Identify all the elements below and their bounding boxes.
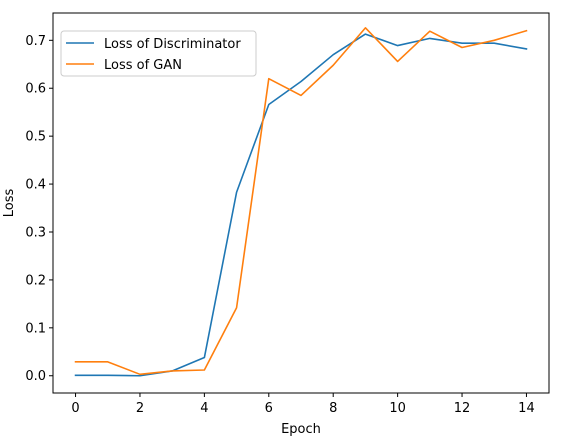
y-tick-label: 0.7 [25, 34, 46, 49]
x-tick-label: 6 [265, 401, 273, 416]
x-tick-label: 14 [518, 401, 535, 416]
y-axis-label: Loss [2, 189, 17, 218]
axes-frame [52, 12, 550, 394]
y-axis: 0.0 0.1 0.2 0.3 0.4 0.5 0.6 0.7 [25, 34, 53, 384]
x-tick-label: 8 [329, 401, 337, 416]
x-axis-label: Epoch [281, 422, 321, 437]
legend-label-gan: Loss of GAN [104, 58, 182, 73]
legend: Loss of Discriminator Loss of GAN [60, 30, 257, 77]
x-tick-label: 2 [136, 401, 144, 416]
plot-area [74, 27, 528, 377]
legend-label-discriminator: Loss of Discriminator [104, 37, 241, 52]
x-tick-label: 0 [71, 401, 79, 416]
y-tick-label: 0.3 [25, 225, 46, 240]
series-line-0 [74, 33, 528, 377]
y-tick-label: 0.4 [25, 178, 46, 193]
x-tick-label: 10 [389, 401, 406, 416]
legend-box [60, 30, 257, 77]
y-tick-label: 0.2 [25, 273, 46, 288]
y-tick-label: 0.6 [25, 82, 46, 97]
x-axis: 0 2 4 6 8 10 12 14 [71, 393, 535, 416]
series-line-1 [74, 27, 528, 376]
y-tick-label: 0.1 [25, 321, 46, 336]
x-tick-label: 12 [454, 401, 471, 416]
x-tick-label: 4 [200, 401, 208, 416]
y-tick-label: 0.5 [25, 130, 46, 145]
y-tick-label: 0.0 [25, 369, 46, 384]
